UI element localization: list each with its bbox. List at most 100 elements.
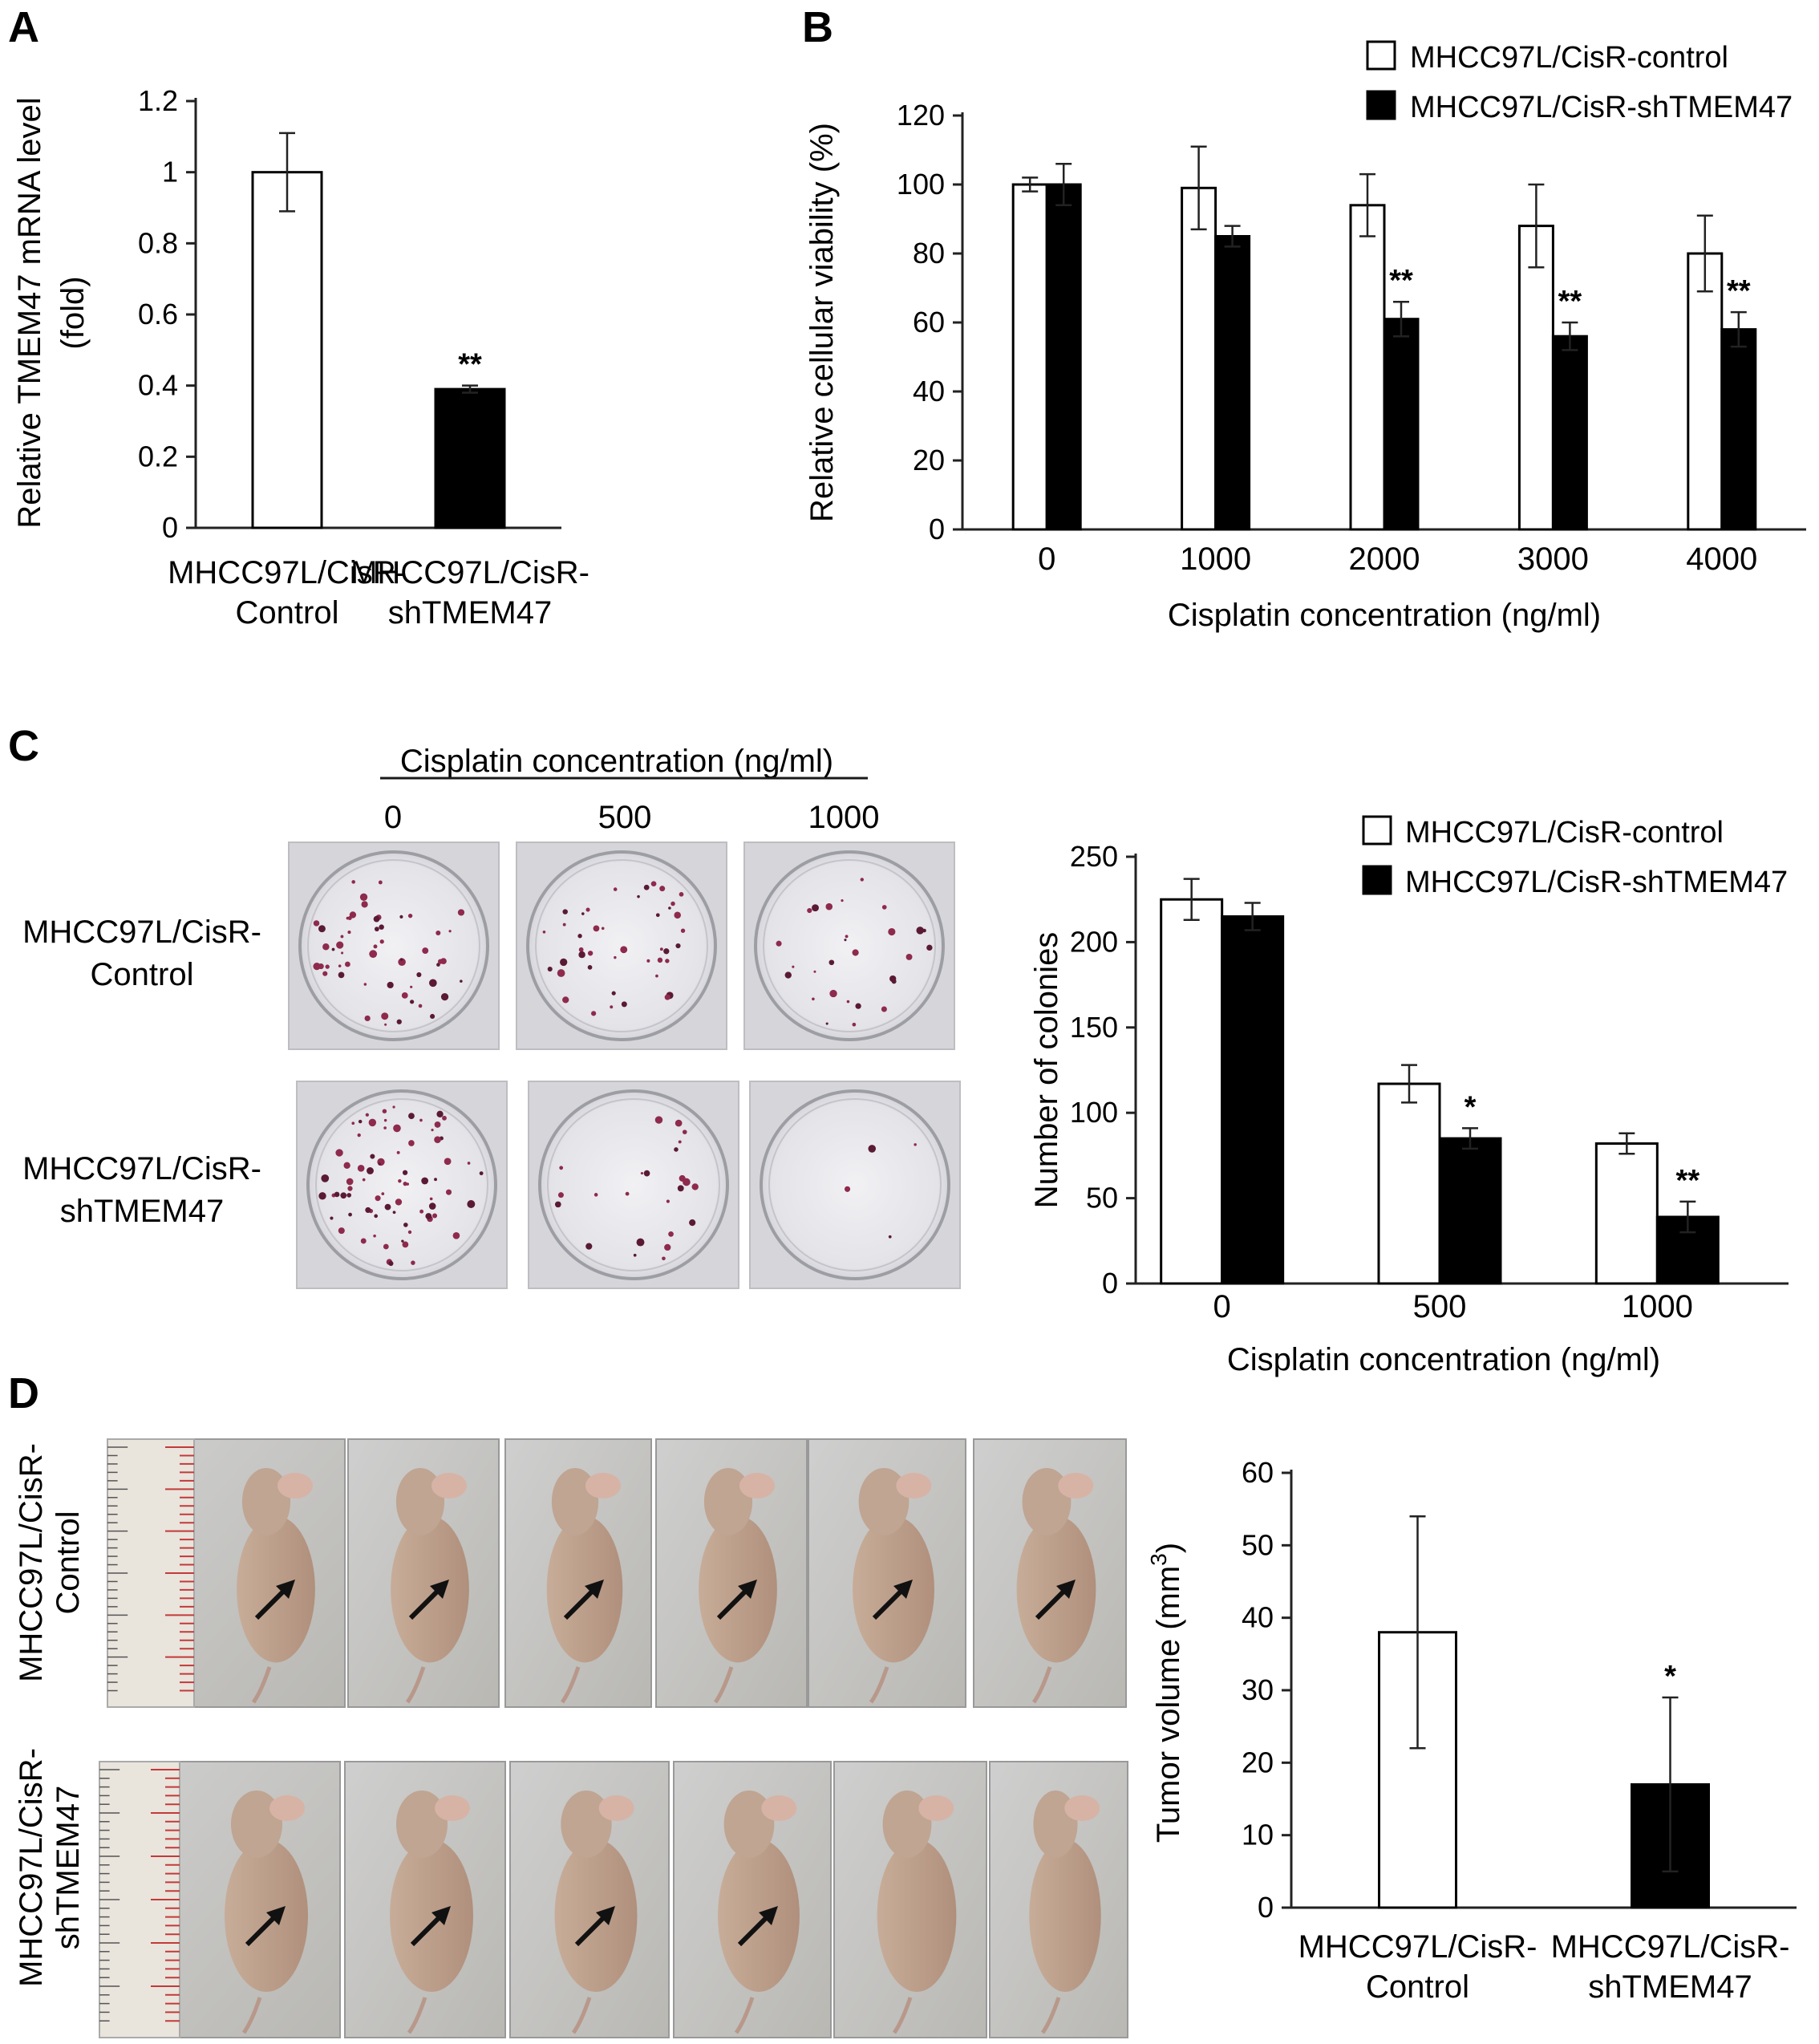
- colony-dot: [611, 991, 616, 996]
- bar: [1160, 898, 1224, 1285]
- culture-dish: [298, 850, 489, 1041]
- mouse-tail: [407, 1997, 427, 2034]
- x-tick-label: 0: [1213, 1289, 1231, 1324]
- colony-dot: [374, 927, 379, 932]
- x-tick-label: MHCC97L/CisR-: [168, 555, 407, 590]
- colony-dot: [610, 1005, 614, 1009]
- colony-dot: [663, 948, 670, 955]
- panel-c-plates-header: Cisplatin concentration (ng/ml): [400, 744, 833, 779]
- colony-dot: [852, 1022, 857, 1027]
- colony-dot: [636, 1238, 645, 1247]
- colony-dot: [346, 916, 350, 920]
- mouse-body: [877, 1839, 957, 1993]
- colony-dot: [557, 969, 565, 977]
- colony-dot: [429, 979, 437, 988]
- y-tick-label: 100: [1070, 1096, 1118, 1129]
- colony-dot: [373, 915, 380, 923]
- legend-b-knockdown-swatch: [1366, 90, 1396, 120]
- colony-dot: [613, 887, 618, 891]
- colony-dot: [674, 911, 681, 919]
- colony-dot: [373, 1234, 376, 1238]
- panel-c-conc-1000: 1000: [808, 800, 880, 835]
- y-tick-label: 40: [913, 375, 945, 408]
- colony-dot: [922, 928, 926, 933]
- colony-dot: [467, 1200, 476, 1208]
- colony-dot: [357, 1164, 365, 1172]
- colony-dot: [384, 1203, 391, 1211]
- colony-dot: [792, 965, 795, 968]
- colony-dot: [578, 947, 584, 952]
- colony-dot: [357, 1133, 361, 1138]
- colony-dot: [365, 1113, 369, 1117]
- tumor-arrow: [408, 1585, 444, 1620]
- culture-dish: [754, 850, 945, 1041]
- panel-d-row-label-control-2: Control: [51, 1511, 86, 1615]
- x-tick-label: shTMEM47: [1588, 1969, 1752, 2005]
- panel-letter-c: C: [8, 722, 39, 770]
- colony-dot: [655, 974, 658, 978]
- colony-dot: [370, 1154, 375, 1159]
- y-tick-label: 0.6: [138, 298, 178, 331]
- x-tick-label: Control: [236, 595, 339, 631]
- colony-dot: [393, 1124, 401, 1133]
- colony-dot: [407, 1230, 412, 1235]
- colony-dot: [422, 947, 429, 955]
- colony-dot: [776, 940, 782, 947]
- colony-dot: [868, 1145, 877, 1153]
- panel-d-row-label-control: MHCC97L/CisR-: [14, 1443, 49, 1682]
- panel-letter-a: A: [8, 3, 39, 51]
- colony-dot: [655, 913, 660, 918]
- colony-dot: [419, 1118, 423, 1122]
- colony-dot: [467, 1162, 471, 1165]
- colony-dot: [399, 958, 403, 961]
- colony-dot: [587, 951, 594, 956]
- colony-dot: [399, 915, 403, 919]
- colony-dot: [678, 1140, 682, 1144]
- colony-dot: [401, 992, 408, 999]
- mouse-body: [554, 1839, 638, 1993]
- colony-dot: [452, 1231, 460, 1239]
- bar: [1181, 186, 1217, 531]
- legend-c: MHCC97L/CisR-control MHCC97L/CisR-shTMEM…: [1362, 815, 1788, 899]
- colony-dot: [429, 1197, 433, 1201]
- colony-dot: [436, 1110, 444, 1117]
- y-tick-label: 1.2: [138, 84, 178, 117]
- tumor-arrow: [254, 1585, 290, 1620]
- colony-dot: [446, 1189, 452, 1195]
- colony-dot: [430, 1013, 436, 1020]
- colony-dot: [585, 907, 590, 912]
- panel-c-plates: Cisplatin concentration (ng/ml) 0 500 10…: [22, 744, 961, 1289]
- mouse-body: [1016, 1515, 1096, 1663]
- mouse-ear: [585, 1473, 621, 1499]
- colony-dot: [321, 1174, 330, 1182]
- colony-dot: [401, 1239, 404, 1243]
- mouse-tail: [1040, 1997, 1061, 2034]
- colony-dot: [664, 994, 670, 1000]
- colony-dot: [657, 957, 663, 963]
- colony-dot: [403, 1223, 408, 1227]
- colony-dot: [365, 1207, 371, 1213]
- colony-dot: [807, 907, 812, 914]
- colony-dot: [432, 1213, 438, 1219]
- colony-dot: [664, 1243, 671, 1251]
- x-tick-label: 1000: [1622, 1289, 1693, 1324]
- colony-dot: [625, 1191, 630, 1196]
- colony-dot: [650, 881, 657, 887]
- colony-dot: [318, 925, 326, 933]
- x-tick-label: MHCC97L/CisR-: [350, 555, 589, 590]
- colony-dot: [378, 880, 383, 885]
- colony-dot: [330, 1216, 334, 1220]
- colony-dot: [379, 939, 384, 944]
- bar: [1687, 252, 1724, 531]
- mouse-ear: [431, 1473, 467, 1499]
- y-tick-label: 120: [897, 99, 945, 132]
- colony-dot: [383, 1126, 387, 1129]
- bar: [1720, 328, 1757, 531]
- legend-b-control-swatch: [1366, 40, 1396, 71]
- colony-dot: [662, 1256, 666, 1261]
- mouse-ear: [761, 1795, 797, 1821]
- colony-dot: [601, 927, 605, 931]
- y-axis-label: Tumor volume (mm3): [1146, 1543, 1186, 1843]
- mouse-ear: [1058, 1473, 1094, 1499]
- colony-dot: [434, 1121, 441, 1128]
